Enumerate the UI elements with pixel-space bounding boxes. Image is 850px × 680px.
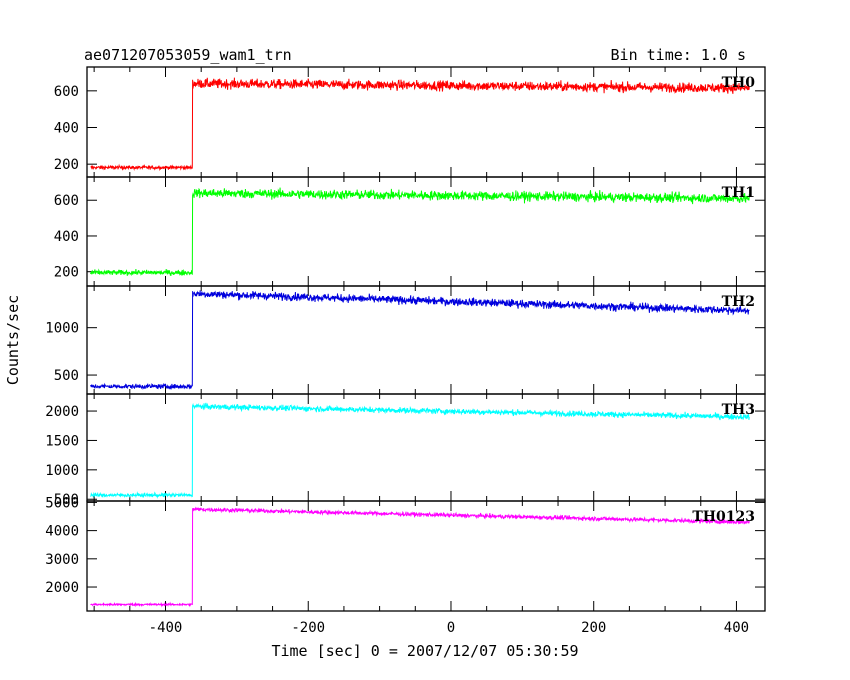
y-tick-label: 3000 (45, 552, 79, 568)
series-line-th2 (90, 290, 750, 391)
y-tick-label: 600 (54, 193, 79, 209)
series-line-th0 (90, 77, 750, 172)
y-tick-label: 1000 (45, 321, 79, 337)
y-tick-label: 500 (54, 368, 79, 384)
y-tick-label: 1500 (45, 433, 79, 449)
y-tick-label: 400 (54, 229, 79, 245)
series-label-th0123: TH0123 (692, 509, 755, 525)
y-tick-label: 400 (54, 121, 79, 137)
series-line-th3 (90, 402, 750, 499)
y-tick-label: 2000 (45, 404, 79, 420)
chart-title-left: ae071207053059_wam1_trn (84, 46, 292, 64)
x-tick-label: 400 (724, 620, 749, 636)
y-tick-label: 500 (54, 492, 79, 508)
x-tick-label: 200 (581, 620, 606, 636)
y-tick-label: 200 (54, 157, 79, 173)
series-label-th1: TH1 (722, 185, 755, 201)
series-label-th2: TH2 (722, 294, 755, 310)
y-tick-label: 4000 (45, 524, 79, 540)
y-tick-label: 2000 (45, 580, 79, 596)
chart-title-right: Bin time: 1.0 s (611, 46, 746, 64)
y-axis-label: Counts/sec (4, 295, 22, 385)
panel-th1: 200 400 600 TH1 (54, 176, 766, 287)
y-tick-label: 600 (54, 84, 79, 100)
panel-th0: 200 400 600 TH0 (54, 66, 766, 178)
panel-th0123: 2000 3000 4000 5000 TH0123 (45, 495, 766, 612)
x-tick-label: -400 (149, 620, 183, 636)
panel-frame (86, 285, 766, 395)
series-label-th3: TH3 (722, 402, 755, 418)
x-tick-label: -200 (291, 620, 325, 636)
panel-th3: 500 1000 1500 2000 TH3 (45, 393, 766, 508)
y-tick-label: 1000 (45, 463, 79, 479)
y-tick-label: 200 (54, 265, 79, 281)
panel-frame (86, 500, 766, 612)
x-axis-label: Time [sec] 0 = 2007/12/07 05:30:59 (271, 642, 578, 660)
y-tick-label: 5000 (45, 495, 79, 511)
chart-panels: 200 400 600 TH0 200 400 600 TH1 500 1000 TH2 500 100… (45, 66, 766, 636)
series-label-th0: TH0 (722, 75, 756, 91)
series-line-th0123 (90, 506, 750, 608)
series-line-th1 (90, 187, 750, 277)
x-tick-label: 0 (447, 620, 455, 636)
panel-th2: 500 1000 TH2 (45, 285, 766, 395)
panel-frame (86, 176, 766, 287)
